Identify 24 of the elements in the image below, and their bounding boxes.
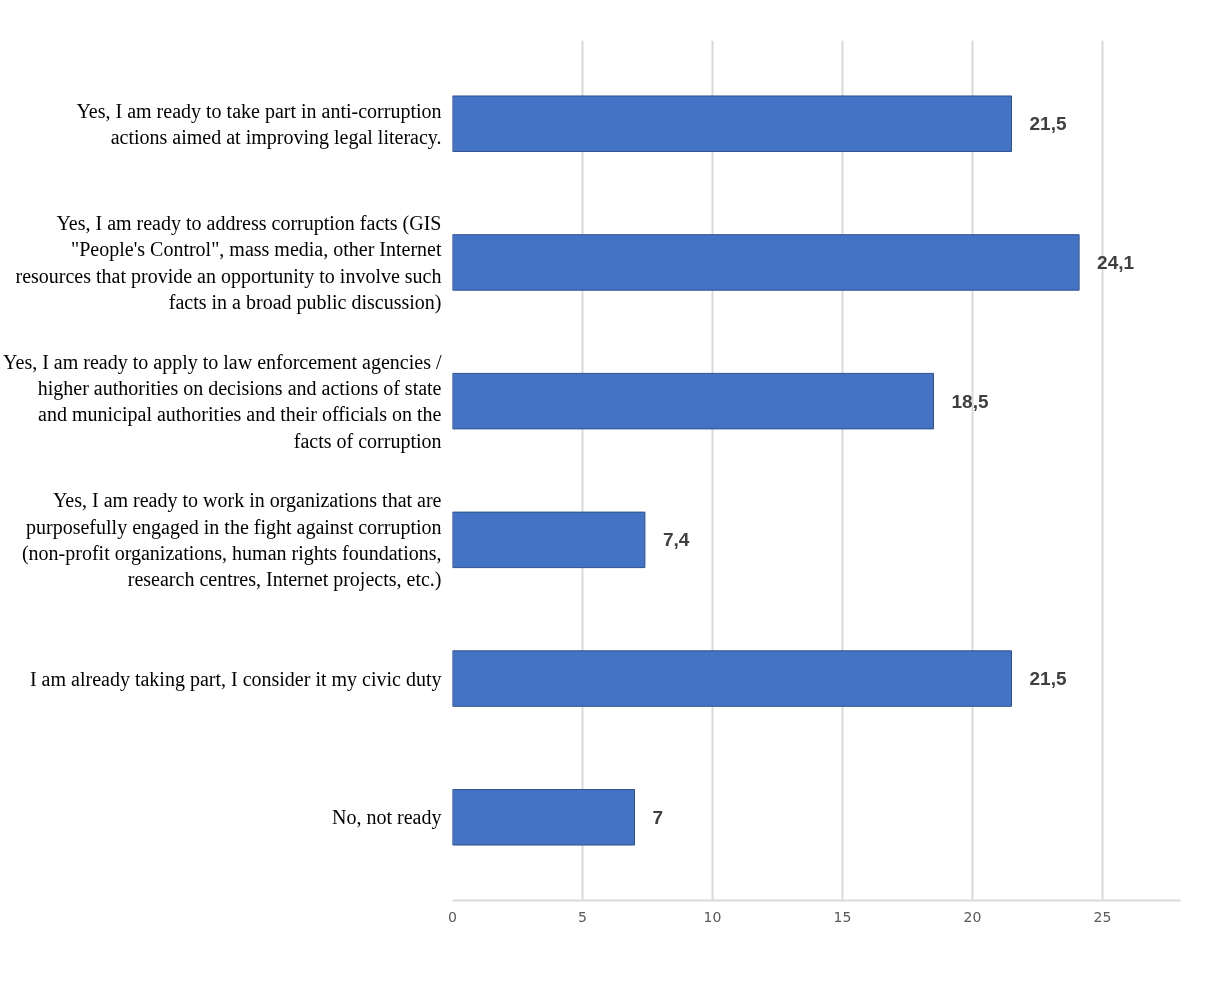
bar [452,234,1080,291]
y-tick-label: I am already taking part, I consider it my civic duty [29,667,442,691]
data-label: 24,1 [1097,251,1135,273]
x-tick-label: 15 [833,908,852,925]
data-label: 7,4 [662,529,690,551]
y-tick-label: Yes, I am ready to take part in anti-corruption actions aimed at improving legal literacy. [76,99,442,149]
bar [452,95,1012,152]
bar [452,650,1012,707]
bar [452,372,934,430]
x-tick-label: 0 [448,908,457,925]
data-label: 18,5 [951,390,989,412]
y-tick-label: Yes, I am ready to work in organizations that are purposefully engaged in the fight against corruption (non-profit organizations, human rights foundations, research centres, Internet projects, etc.) [21,489,442,592]
x-tick-label: 5 [578,908,587,925]
data-label: 21,5 [1029,668,1067,690]
x-tick-label: 10 [703,908,722,925]
y-tick-label: Yes, I am ready to apply to law enforcement agencies / higher authorities on decisions and actions of state and municipal authorities and their officials on the facts of corruption [3,350,442,453]
bar [452,511,646,569]
y-tick-label: No, not ready [332,806,442,830]
x-tick-label: 20 [963,908,982,925]
y-tick-label: Yes, I am ready to address corruption facts (GIS "People's Control", mass media, other Internet resources that provide an opportunity to involve such facts in a broad public discussion) [15,211,442,315]
data-label: 7 [652,806,664,828]
data-label: 21,5 [1029,113,1067,135]
bar [452,789,635,846]
x-tick-label: 25 [1093,908,1112,925]
